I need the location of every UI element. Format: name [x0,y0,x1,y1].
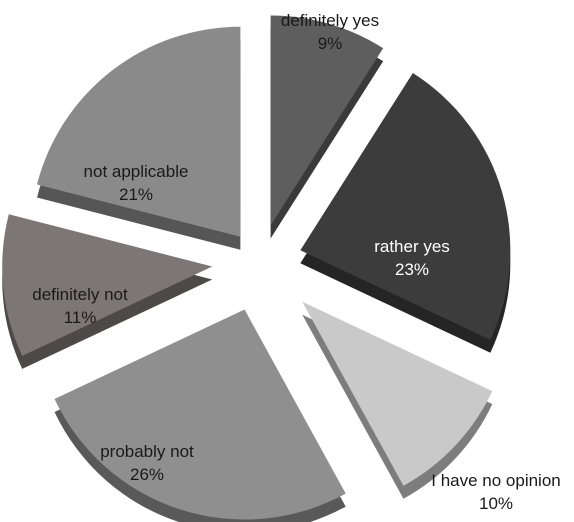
slice-value-label: 21% [119,185,153,204]
slice-tops [2,15,511,520]
slice-label-rather-yes: rather yes 23% [374,237,450,279]
slice-category-label: I have no opinion [431,471,561,490]
slice-category-label: not applicable [84,162,189,181]
slice-category-label: probably not [100,442,194,461]
slice-labels: definitely yes 9% rather yes 23% I have no o… [32,11,560,513]
slice-not-applicable [36,26,241,237]
slice-category-label: definitely not [32,285,128,304]
slice-probably-not [54,309,346,520]
slice-category-label: rather yes [374,237,450,256]
slice-label-i-have-no-opinion: I have no opinion 10% [431,471,561,513]
slice-value-label: 9% [318,34,343,53]
slice-label-probably-not: probably not 26% [100,442,194,484]
slice-definitely-not [2,214,213,356]
slice-rather-yes [300,72,511,340]
slice-value-label: 26% [130,465,164,484]
slice-label-not-applicable: not applicable 21% [84,162,189,204]
slice-value-label: 23% [395,260,429,279]
slice-label-definitely-not: definitely not 11% [32,285,128,327]
slice-value-label: 11% [64,308,97,327]
slice-definitely-yes [270,15,384,226]
slice-category-label: definitely yes [281,11,379,30]
slice-i-have-no-opinion [302,301,493,486]
slice-value-label: 10% [479,494,513,513]
slice-label-definitely-yes: definitely yes 9% [281,11,379,53]
